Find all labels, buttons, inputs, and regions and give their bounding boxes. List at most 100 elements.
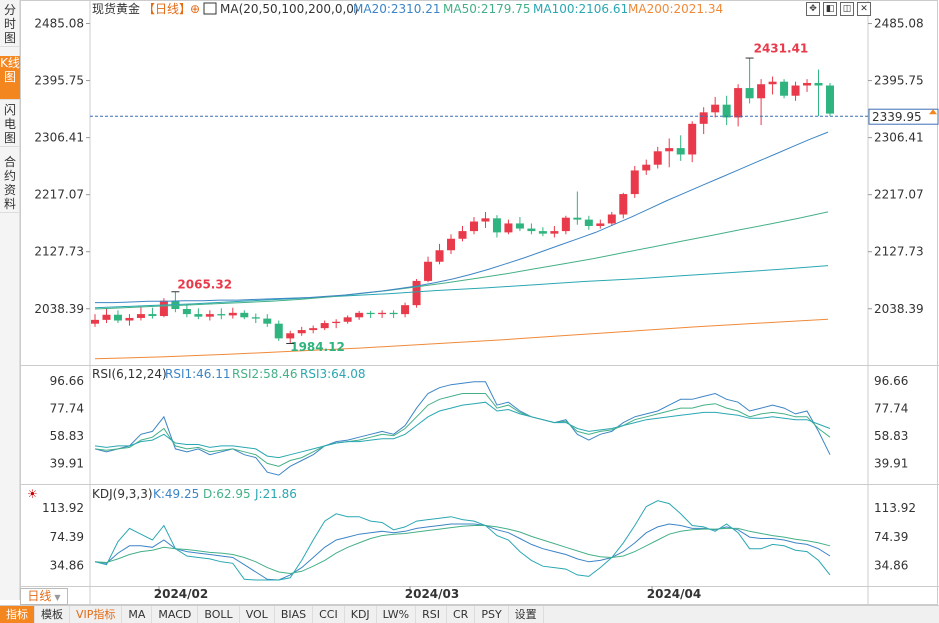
candle-body (435, 250, 444, 262)
tab-contract-info[interactable]: 合约资料 (0, 155, 20, 213)
price-tick-label-right: 2306.41 (874, 131, 924, 145)
candle-body (182, 309, 191, 315)
close-icon[interactable]: ✕ (857, 2, 871, 16)
tab-kdj[interactable]: KDJ (345, 606, 377, 623)
tab-timeshare[interactable]: 分时图 (0, 3, 20, 47)
ma20-line (95, 131, 829, 304)
tab-cci[interactable]: CCI (313, 606, 345, 623)
tab-vip-indicator[interactable]: VIP指标 (70, 606, 123, 623)
candle-body (102, 314, 111, 320)
ma50-value: MA50:2179.75 (443, 2, 531, 16)
candle-body (826, 85, 834, 114)
zoom-out-icon[interactable]: ◧ (823, 2, 837, 16)
price-tick-label-right: 2395.75 (874, 74, 924, 88)
candle-body (263, 318, 272, 324)
price-tick-label-right: 2038.39 (874, 302, 924, 316)
candle-body (424, 261, 433, 281)
candle-body (527, 228, 536, 232)
candle-body (297, 330, 306, 334)
candle-body (481, 218, 490, 222)
ma20-value: MA20:2310.21 (353, 2, 441, 16)
kdj-tick-label-left: 113.92 (42, 501, 84, 515)
ma200-value: MA200:2021.34 (628, 2, 723, 16)
tab-indicator[interactable]: 指标 (0, 606, 35, 623)
candle-body (550, 231, 559, 234)
low-annotation-feb: 1984.12 (290, 340, 345, 354)
candle-body (688, 123, 697, 155)
period-tag: 【日线】 (143, 2, 191, 16)
left-tab-bar: 分时图 K线图 闪电图 合约资料 (0, 0, 20, 600)
candle-body (745, 88, 754, 99)
candle-body (642, 164, 651, 171)
kdj-k-value: K:49.25 (153, 487, 199, 501)
kdj-j-line (94, 500, 831, 581)
tab-kline[interactable]: K线图 (0, 56, 20, 100)
candle-body (309, 328, 318, 331)
candle-body (217, 314, 226, 316)
tab-lw[interactable]: LW% (377, 606, 417, 623)
tab-rsi[interactable]: RSI (416, 606, 447, 623)
ma-params: MA(20,50,100,200,0,0) (220, 2, 359, 16)
rsi-tick-label-right: 39.91 (874, 457, 908, 471)
price-tick-label-right: 2217.07 (874, 188, 924, 202)
tab-vol[interactable]: VOL (240, 606, 275, 623)
price-tick-label-left: 2485.08 (34, 17, 84, 31)
candle-body (722, 104, 731, 118)
candle-body (504, 223, 513, 233)
split-icon[interactable]: ◫ (840, 2, 854, 16)
rsi-tick-label-right: 96.66 (874, 374, 908, 388)
tab-flash[interactable]: 闪电图 (0, 103, 20, 147)
candle-body (458, 231, 467, 239)
candle-body (538, 231, 547, 234)
tab-template[interactable]: 模板 (35, 606, 70, 623)
candle-body (469, 221, 478, 232)
expand-icon[interactable]: ✥ (806, 2, 820, 16)
ma50-line (94, 211, 829, 310)
rsi-tick-label-left: 96.66 (50, 374, 84, 388)
rsi3-value: RSI3:64.08 (300, 367, 366, 381)
candle-body (607, 214, 616, 224)
candle-body (366, 312, 375, 315)
kdj-j-value: J:21.86 (254, 487, 297, 501)
candle-body (205, 314, 214, 317)
ma100-value: MA100:2106.61 (533, 2, 628, 16)
kdj-tick-label-left: 34.86 (50, 559, 84, 573)
tab-bias[interactable]: BIAS (275, 606, 314, 623)
tab-cr[interactable]: CR (447, 606, 476, 623)
ma-settings-icon[interactable] (203, 2, 217, 15)
add-icon: ⊕ (190, 2, 200, 16)
current-price-label: 2339.95 (872, 110, 922, 124)
candle-body (653, 151, 662, 165)
tab-macd[interactable]: MACD (152, 606, 199, 623)
candle-body (619, 194, 628, 215)
kdj-d-value: D:62.95 (203, 487, 251, 501)
rsi-tick-label-left: 58.83 (50, 429, 84, 443)
candle-body (401, 305, 410, 315)
candle-body (665, 148, 674, 152)
tab-psy[interactable]: PSY (475, 606, 509, 623)
tab-boll[interactable]: BOLL (198, 606, 240, 623)
rsi1-value: RSI1:46.11 (165, 367, 231, 381)
ma100-line (94, 265, 829, 309)
indicator-toolbar: 指标 模板 VIP指标 MA MACD BOLL VOL BIAS CCI KD… (0, 605, 939, 623)
candle-body (492, 218, 501, 233)
candle-body (412, 280, 421, 306)
candle-body (320, 323, 329, 329)
price-tick-label-right: 2485.08 (874, 17, 924, 31)
kdj-tick-label-right: 74.39 (874, 530, 908, 544)
tab-ma[interactable]: MA (122, 606, 153, 623)
high-annotation-feb: 2065.32 (177, 278, 232, 292)
rsi-tick-label-right: 77.74 (874, 401, 908, 415)
price-arrow-icon[interactable] (929, 109, 937, 115)
price-tick-label-left: 2127.73 (34, 245, 84, 259)
candle-body (228, 312, 237, 316)
sun-icon: ☀ (27, 487, 38, 501)
candle-body (240, 312, 249, 318)
candle-body (447, 238, 456, 251)
candle-body (113, 314, 122, 321)
period-selector[interactable]: 日线 ▼ (20, 588, 68, 605)
candle-body (355, 312, 364, 318)
tab-settings[interactable]: 设置 (509, 606, 544, 623)
rsi-tick-label-right: 58.83 (874, 429, 908, 443)
